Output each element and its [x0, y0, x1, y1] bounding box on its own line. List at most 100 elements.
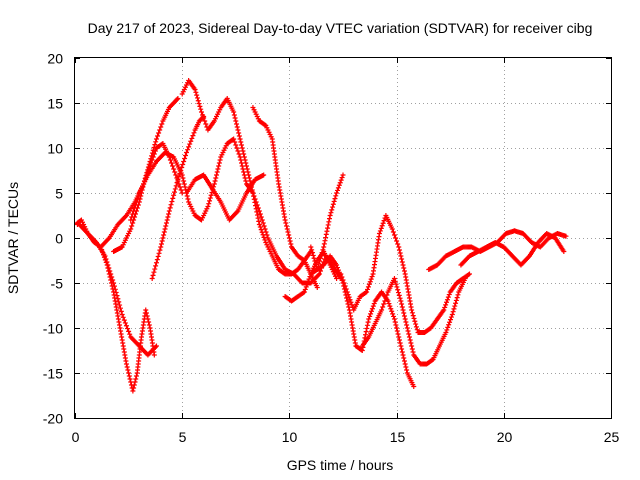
data-point: [195, 98, 201, 104]
y-tick-label: 5: [55, 186, 63, 202]
data-point: [391, 232, 397, 238]
data-point: [131, 385, 137, 391]
data-point: [396, 334, 402, 340]
data-point: [117, 302, 123, 308]
data-point: [167, 157, 173, 163]
data-point: [304, 281, 310, 287]
data-point: [202, 118, 208, 124]
data-point: [403, 319, 409, 325]
data-point: [258, 214, 264, 220]
data-point: [359, 348, 365, 353]
data-point: [191, 130, 197, 136]
data-point: [177, 184, 183, 190]
data-point: [214, 169, 220, 175]
series-arc-6: [149, 114, 207, 281]
data-point: [404, 325, 410, 331]
data-point: [326, 216, 332, 222]
series-arc-2: [76, 222, 159, 358]
data-point: [382, 298, 388, 304]
data-point: [181, 181, 187, 187]
data-point: [394, 238, 400, 244]
data-point: [309, 250, 315, 256]
data-point: [244, 166, 250, 172]
data-point: [390, 311, 396, 317]
data-point: [207, 198, 213, 204]
data-point: [392, 319, 398, 325]
data-point: [369, 306, 375, 312]
data-point: [165, 214, 171, 220]
data-point: [232, 115, 238, 121]
plot-frame: [74, 57, 612, 419]
data-point: [241, 169, 247, 175]
data-point: [287, 238, 293, 244]
data-point: [146, 161, 152, 167]
data-point: [254, 209, 260, 215]
data-point: [399, 259, 405, 265]
data-point: [246, 172, 252, 178]
data-point: [234, 145, 240, 151]
data-point: [563, 233, 569, 239]
data-point: [377, 228, 383, 234]
data-point: [187, 141, 193, 147]
series-arc-16: [458, 231, 567, 268]
data-point: [331, 198, 337, 204]
data-point: [399, 301, 405, 307]
data-point: [125, 326, 131, 332]
data-point: [153, 343, 159, 349]
data-point: [163, 223, 169, 229]
data-point: [466, 271, 472, 277]
series-arc-14: [359, 276, 468, 367]
data-point: [342, 283, 348, 289]
data-point: [177, 171, 183, 176]
data-point: [109, 274, 115, 280]
data-point: [237, 136, 243, 142]
data-point: [314, 267, 320, 272]
series-arc-8: [183, 172, 267, 223]
data-point: [327, 213, 333, 218]
data-point: [343, 286, 349, 292]
data-point: [410, 349, 416, 355]
data-point: [169, 199, 175, 205]
x-tick-label: 5: [179, 429, 187, 445]
data-point: [260, 220, 266, 226]
data-point: [125, 367, 131, 373]
x-tick-label: 25: [604, 429, 620, 445]
data-point: [449, 312, 455, 317]
data-point: [183, 150, 189, 155]
data-point: [143, 310, 149, 316]
data-point: [284, 223, 290, 229]
data-point: [162, 226, 168, 232]
data-point: [414, 327, 420, 333]
data-point: [346, 294, 352, 300]
data-point: [157, 247, 163, 253]
data-point: [231, 136, 237, 142]
data-point: [239, 142, 245, 148]
data-point: [445, 324, 451, 330]
data-point: [412, 318, 418, 324]
data-point: [149, 276, 155, 281]
data-point: [393, 235, 399, 241]
x-tick-label: 20: [497, 429, 513, 445]
data-point: [253, 203, 259, 209]
data-point: [391, 316, 397, 322]
data-point: [152, 266, 158, 272]
data-point: [386, 301, 392, 307]
data-point: [242, 175, 248, 181]
data-point: [446, 292, 452, 298]
data-point: [396, 337, 402, 343]
data-point: [105, 262, 111, 268]
data-point: [349, 302, 355, 308]
data-point: [112, 286, 118, 292]
data-point: [131, 382, 137, 388]
data-point: [168, 160, 174, 166]
data-point: [110, 277, 116, 283]
data-point: [358, 347, 364, 353]
data-point: [561, 249, 567, 254]
data-point: [413, 324, 419, 330]
y-tick-label: 10: [47, 141, 63, 157]
data-point: [454, 295, 460, 301]
data-point: [411, 384, 417, 389]
data-point: [158, 244, 164, 250]
data-point: [314, 285, 320, 290]
data-point: [244, 163, 250, 169]
